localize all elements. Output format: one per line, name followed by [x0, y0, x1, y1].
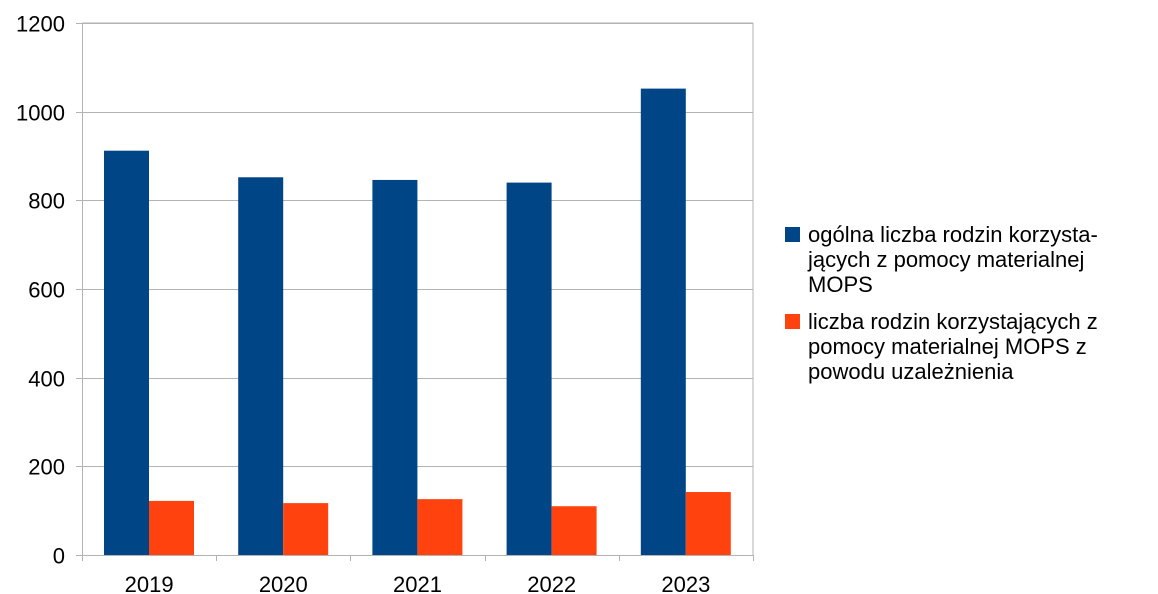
bars	[104, 88, 731, 555]
bar-series-1	[104, 150, 149, 555]
y-tick-label: 1200	[16, 12, 65, 37]
x-tick-label: 2023	[661, 572, 710, 594]
legend-swatch-series-2	[785, 314, 800, 329]
bar-series-2	[283, 503, 329, 555]
axes	[82, 23, 753, 556]
bar-series-2	[551, 506, 597, 555]
legend-label-series-2: liczba rodzin korzystających z pomocy ma…	[808, 309, 1098, 384]
y-tick-label: 1000	[16, 101, 65, 126]
x-tick-label: 2020	[259, 572, 308, 594]
legend-item-series-2: liczba rodzin korzystających z pomocy ma…	[785, 309, 1155, 384]
y-axis-ticks: 0 200 400 600 800 1000 1200	[16, 12, 82, 569]
x-axis-ticks: 2019 2020 2021 2022 2023	[82, 555, 754, 594]
bar-series-1	[372, 179, 418, 555]
y-tick-label: 200	[28, 455, 65, 480]
x-tick-label: 2022	[527, 572, 576, 594]
bar-series-1	[640, 88, 686, 555]
bar-series-2	[417, 499, 463, 555]
bar-series-2	[149, 500, 194, 555]
x-tick-label: 2019	[125, 572, 174, 594]
y-tick-label: 800	[28, 189, 65, 214]
legend-swatch-series-1	[785, 227, 800, 242]
bar-series-1	[506, 182, 552, 555]
legend: ogólna liczba rodzin korzysta- jących z …	[785, 222, 1155, 396]
x-tick-label: 2021	[393, 572, 442, 594]
bar-series-2	[685, 492, 731, 555]
bar-series-1	[238, 177, 284, 555]
y-tick-label: 400	[28, 367, 65, 392]
legend-item-series-1: ogólna liczba rodzin korzysta- jących z …	[785, 222, 1155, 297]
y-tick-label: 600	[28, 278, 65, 303]
legend-label-series-1: ogólna liczba rodzin korzysta- jących z …	[808, 222, 1098, 297]
y-tick-label: 0	[53, 544, 65, 569]
gridlines	[82, 22, 754, 555]
